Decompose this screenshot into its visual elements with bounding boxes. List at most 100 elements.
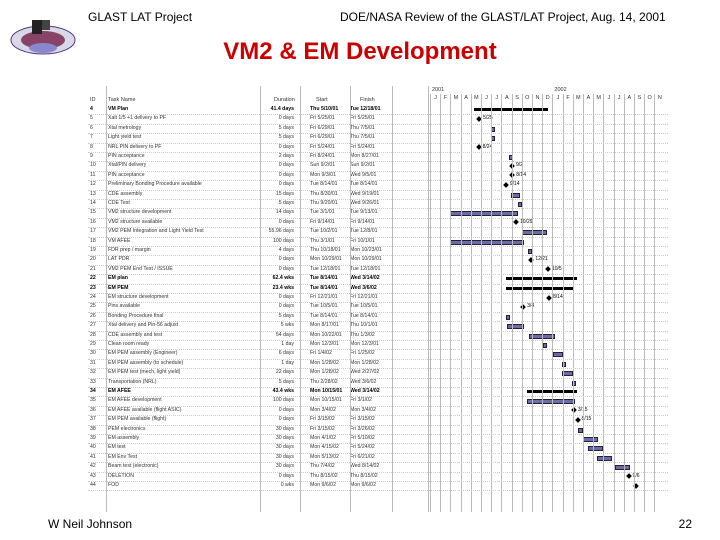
table-row: 21 VM2 PEM End Test / ISSUE 0 days Tue 12/1…: [88, 266, 428, 273]
task-duration: 0 days: [278, 265, 294, 272]
task-finish: Mon 3/4/02: [350, 406, 376, 413]
task-finish: Tue 12/18/01: [350, 265, 381, 272]
task-start: Mon 4/15/02: [310, 444, 339, 451]
task-bar: [506, 324, 524, 330]
task-start: Thu 8/15/02: [310, 472, 338, 479]
task-duration: 23.4 wks: [272, 284, 294, 291]
task-duration: 0 days: [278, 472, 294, 479]
table-row: 5 Xalt 1/5 +1 delivery to PF 0 days Fri 5/2…: [88, 115, 428, 122]
task-start: Mon 9/3/01: [310, 171, 336, 178]
table-row: 22 EM plan 62.4 wks Tue 8/14/01 Wed 3/14/02: [88, 275, 428, 282]
task-duration: 100 days: [272, 237, 294, 244]
summary-bar: [526, 390, 578, 393]
task-id: 33: [90, 378, 96, 385]
row-gridline: [88, 133, 668, 135]
table-row: 16 VM2 structure available 0 days Fri 9/14/…: [88, 219, 428, 226]
task-finish: Thu 7/5/01: [350, 124, 375, 131]
task-duration: 0 days: [278, 162, 294, 169]
table-row: 17 VM2 PEM Integration and Light Yield Te…: [88, 228, 428, 235]
row-gridline: [88, 274, 668, 276]
table-row: 29 Clean room ready 1 day Mon 12/3/01 Mon 12…: [88, 341, 428, 348]
row-gridline: [88, 452, 668, 454]
task-name: Light yield test: [108, 134, 142, 141]
row-gridline: [88, 123, 668, 125]
task-name: CDE assembly: [108, 190, 143, 197]
table-row: 14 CDE Test 5 days Thu 9/20/01 Wed 9/26/01: [88, 200, 428, 207]
gantt-chart: ID Task Name Duration Start Finish 2001 2…: [88, 86, 668, 512]
task-bar: [583, 437, 599, 442]
milestone-label: 3/15: [577, 406, 588, 413]
task-bar: [587, 446, 603, 452]
task-finish: Fri 10/1/01: [350, 237, 375, 244]
milestone-label: 8/24: [482, 143, 493, 150]
task-finish: Fri 9/14/01: [350, 218, 375, 225]
task-duration: 5 wks: [280, 322, 294, 329]
task-id: 22: [90, 275, 96, 282]
table-row: 7 Light yield test 5 days Fri 6/29/01 Thu 7/…: [88, 134, 428, 141]
row-gridline: [88, 368, 668, 370]
milestone-label: 8/14: [516, 171, 526, 178]
timeline-month: M: [474, 95, 479, 101]
task-start: Thu 3/1/01: [310, 237, 335, 244]
task-duration: 55.96 days: [268, 228, 294, 235]
task-name: VM2 PEM Integration and Light Yield Test: [108, 228, 204, 235]
row-gridline: [88, 161, 668, 163]
task-start: Sun 9/2/01: [310, 162, 336, 169]
table-row: 24 EM structure development 0 days Fri 12/2…: [88, 294, 428, 301]
task-duration: 22 days: [275, 369, 294, 376]
task-name: EM assembly: [108, 435, 140, 441]
task-start: Mon 10/22/01: [310, 331, 342, 338]
task-name: EM AFEE available (flight ASIC): [108, 406, 182, 413]
table-row: 18 VM AFEE 100 days Thu 3/1/01 Fri 10/1/01: [88, 238, 428, 245]
task-bar: [490, 126, 495, 132]
task-duration: 30 days: [275, 435, 294, 441]
task-name: Transportation (NRL): [108, 378, 157, 385]
table-row: 26 Bonding Procedure final 5 days Tue 8/14/…: [88, 313, 428, 320]
task-finish: Thu 10/1/01: [350, 322, 378, 329]
task-finish: Mon 1/28/02: [350, 359, 379, 366]
task-id: 9: [90, 153, 93, 159]
row-gridline: [88, 199, 668, 200]
task-duration: 100 days: [272, 397, 294, 404]
col-finish-header: Finish: [360, 97, 375, 103]
row-gridline: [88, 330, 668, 332]
table-row: 39 EM assembly 30 days Mon 4/1/02 Fri 5/10/0…: [88, 435, 428, 442]
task-id: 29: [90, 341, 96, 347]
task-id: 24: [90, 294, 96, 300]
row-gridline: [88, 114, 668, 116]
task-finish: Fri 3/15/02: [350, 416, 375, 423]
timeline-month: J: [434, 95, 437, 101]
task-id: 30: [90, 350, 96, 357]
task-start: Fri 6/29/01: [310, 134, 335, 141]
task-name: PEM electronics: [108, 425, 146, 432]
timeline-month: O: [647, 95, 652, 101]
timeline-month: A: [627, 95, 632, 101]
task-start: Thu 10/18/01: [310, 247, 341, 253]
row-gridline: [88, 340, 668, 341]
task-id: 16: [90, 218, 96, 225]
task-name: NRL PIN delivery to PF: [108, 143, 162, 150]
table-row: 4 VM Plan 41.4 days Thu 5/10/01 Tue 12/18/01: [88, 106, 428, 113]
task-id: 13: [90, 190, 96, 197]
table-row: 12 Preliminary Bonding Procedure availabl…: [88, 181, 428, 188]
row-gridline: [88, 405, 668, 407]
header-review-title: DOE/NASA Review of the GLAST/LAT Project…: [340, 10, 666, 24]
task-id: 21: [90, 265, 96, 272]
task-start: Fri 3/15/02: [310, 425, 335, 432]
table-row: 6 Xtal metrology 5 days Fri 6/29/01 Thu 7/5/…: [88, 125, 428, 132]
task-start: Fri 6/29/01: [310, 124, 335, 131]
task-name: DELETION: [108, 472, 134, 479]
task-start: Mon 3/4/02: [310, 406, 336, 413]
task-finish: Mon 9/6/02: [350, 482, 376, 488]
row-gridline: [88, 189, 668, 191]
table-row: 34 EM AFEE 43.4 wks Mon 10/15/01 Wed 3/14/02: [88, 388, 428, 395]
task-start: Tue 10/5/01: [310, 303, 338, 310]
row-gridline: [88, 142, 668, 144]
task-id: 39: [90, 435, 96, 441]
task-start: Thu 5/10/01: [310, 106, 339, 112]
task-bar: [597, 455, 613, 461]
task-start: Mon 4/1/02: [310, 435, 336, 441]
milestone-marker: [513, 219, 519, 226]
task-finish: Wed 9/26/01: [350, 200, 380, 206]
task-bar: [518, 202, 523, 207]
